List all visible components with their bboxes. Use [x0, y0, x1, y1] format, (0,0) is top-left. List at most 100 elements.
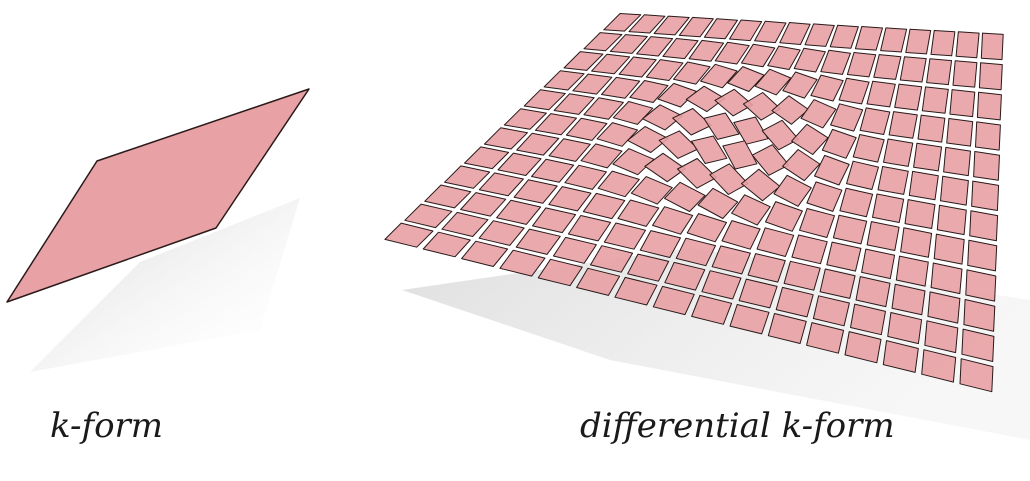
k-form-tile: [873, 54, 902, 80]
k-form-tile: [701, 270, 742, 300]
k-form-tile: [913, 142, 943, 172]
k-form-tile: [846, 160, 879, 190]
k-form-tile: [627, 126, 669, 153]
k-form-tile: [404, 203, 453, 229]
k-form-tile: [617, 199, 660, 227]
k-form-tile: [583, 97, 624, 120]
k-form-tile: [791, 123, 829, 155]
k-form-tile: [384, 222, 434, 248]
k-form-tile: [711, 245, 751, 275]
k-form-tile: [967, 239, 998, 272]
k-form-tile: [691, 135, 728, 164]
k-form-tile: [483, 127, 528, 150]
k-form-tile: [700, 63, 738, 89]
k-form-tile: [969, 210, 999, 242]
k-form-tile: [877, 166, 909, 195]
k-form-tile: [731, 194, 771, 226]
k-form-tile: [971, 180, 1000, 211]
k-form-tile: [729, 304, 770, 335]
k-form-tile: [761, 119, 799, 151]
k-form-tile: [503, 108, 547, 130]
k-form-tile: [771, 95, 809, 125]
differential-k-form-caption: differential k-form: [580, 406, 895, 446]
k-form-caption: k-form: [50, 406, 164, 446]
k-form-tile: [963, 299, 996, 332]
k-form-tile: [773, 174, 812, 207]
k-form-tile: [765, 201, 803, 232]
k-form-tile: [924, 320, 959, 354]
k-form-tile: [880, 27, 908, 53]
k-form-tile: [933, 233, 965, 265]
k-form-tile: [905, 28, 932, 55]
k-form-tile: [714, 88, 753, 117]
k-form-tile: [961, 328, 995, 362]
k-form-tile: [799, 208, 835, 238]
k-form-tile: [844, 331, 882, 364]
k-form-tile: [441, 211, 489, 237]
k-form-tile: [820, 49, 851, 75]
k-form-tile: [703, 112, 740, 140]
k-form-tile: [565, 117, 608, 141]
k-form-tile: [866, 221, 900, 251]
k-form-tile: [804, 23, 835, 47]
k-form-tile: [855, 276, 891, 308]
k-form-tile: [830, 103, 864, 132]
k-form-tile: [686, 213, 727, 243]
k-form-tile: [709, 163, 749, 195]
k-form-tile: [754, 68, 792, 96]
k-form-tile: [899, 56, 927, 83]
k-form-tile: [664, 261, 706, 291]
k-form-tile: [800, 99, 837, 129]
k-form-tile: [976, 91, 1002, 121]
k-form-tile: [496, 199, 542, 225]
k-form-tile: [908, 170, 939, 201]
k-form-tile: [943, 146, 971, 177]
k-form-tile: [612, 101, 654, 125]
k-form-tile: [478, 172, 524, 197]
k-form-tile: [629, 80, 669, 103]
k-form-tile: [866, 80, 896, 108]
k-form-tile: [612, 148, 655, 176]
k-form-tile: [729, 19, 763, 42]
k-form-tile: [630, 176, 673, 205]
k-form-tile: [767, 313, 807, 344]
k-form-tile: [499, 249, 546, 277]
k-form-tile: [978, 62, 1003, 91]
k-form-tile: [891, 283, 926, 316]
k-form-tile: [516, 132, 560, 156]
k-form-tile: [675, 237, 716, 267]
k-form-tile: [926, 58, 953, 86]
k-form-tile: [662, 38, 699, 60]
k-form-tile: [904, 199, 936, 229]
k-form-tile: [564, 164, 607, 190]
k-form-tile: [782, 71, 818, 99]
k-form-tile: [751, 144, 790, 176]
k-form-tile: [779, 22, 811, 45]
k-form-tile: [721, 220, 761, 250]
k-form-tile: [653, 15, 690, 36]
k-form-tile: [917, 114, 946, 143]
k-form-tile: [645, 59, 684, 81]
k-form-tile: [673, 61, 711, 85]
k-form-tile: [980, 32, 1004, 61]
k-form-tile: [921, 86, 949, 114]
k-form-tile: [965, 269, 997, 302]
k-form-tile: [422, 231, 471, 258]
k-form-tile: [756, 227, 795, 257]
k-form-tile: [697, 187, 739, 219]
k-form-tile: [691, 294, 733, 325]
k-form-tile: [652, 206, 694, 235]
k-form-tile: [738, 278, 778, 309]
k-form-tile: [543, 70, 585, 91]
k-form-tile: [618, 56, 657, 78]
k-form-tile: [537, 258, 583, 287]
k-form-tile: [783, 260, 821, 291]
k-form-tile: [838, 77, 870, 105]
k-form-tile: [959, 358, 994, 393]
k-form-tile: [791, 234, 828, 265]
k-form-tile: [742, 92, 781, 121]
k-form-tile: [534, 113, 577, 136]
k-form-tile: [949, 89, 976, 118]
k-form-tile: [839, 187, 874, 218]
